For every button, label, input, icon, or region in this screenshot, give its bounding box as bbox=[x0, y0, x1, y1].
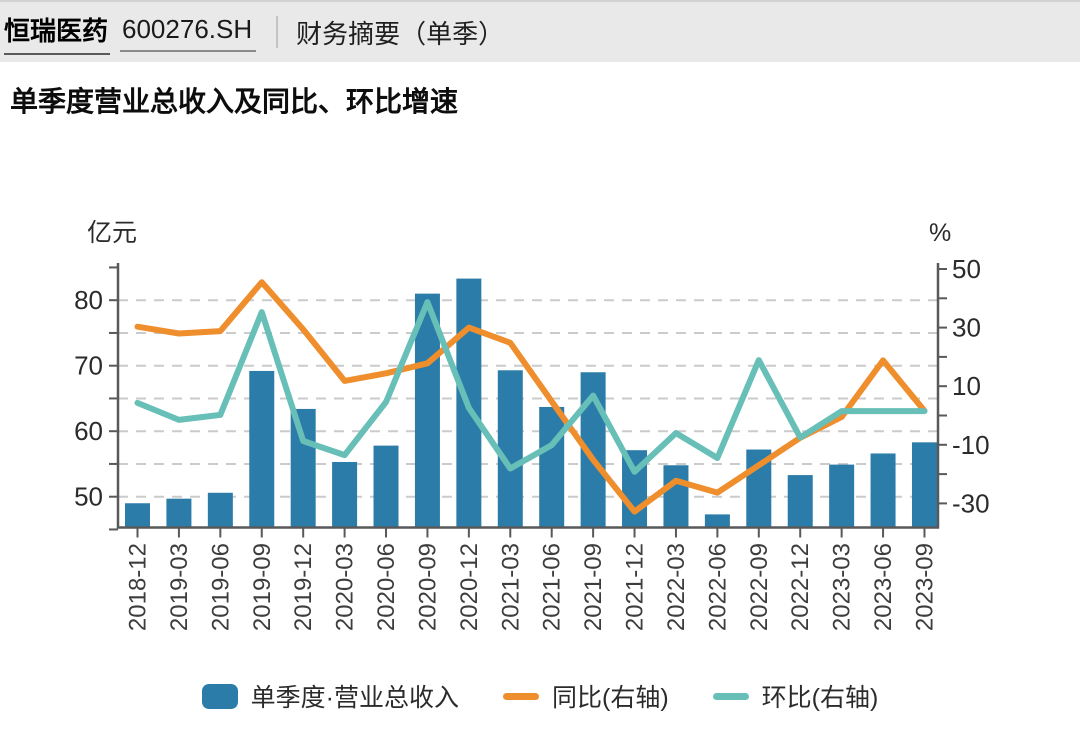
revenue-bar-2022-06[interactable] bbox=[704, 514, 730, 528]
qoq-line-swatch bbox=[712, 692, 749, 700]
legend-item-yoy[interactable]: 同比(右轴) bbox=[503, 678, 669, 714]
chart-title: 单季度营业总收入及同比、环比增速 bbox=[10, 86, 459, 117]
header-divider bbox=[276, 16, 279, 48]
svg-text:2020-06: 2020-06 bbox=[373, 543, 400, 631]
legend-label-revenue: 单季度·营业总收入 bbox=[250, 684, 459, 712]
revenue-bar-2019-03[interactable] bbox=[166, 498, 192, 528]
axes bbox=[116, 263, 940, 529]
svg-text:60: 60 bbox=[74, 416, 103, 446]
revenue-bar-2019-12[interactable] bbox=[290, 408, 316, 528]
y-gridlines bbox=[118, 299, 938, 498]
stock-name-link[interactable]: 恒瑞医药 bbox=[4, 9, 111, 55]
x-axis-labels: 2018-12 2019-03 2019-06 2019-09 2019-12 2020-… bbox=[125, 543, 939, 631]
header: 恒瑞医药 600276.SH 财务摘要（单季） bbox=[0, 0, 1080, 62]
tab-financial-summary[interactable]: 财务摘要（单季） bbox=[296, 18, 505, 49]
yoy-line[interactable] bbox=[134, 279, 928, 515]
svg-text:2022-09: 2022-09 bbox=[746, 543, 773, 631]
svg-text:50: 50 bbox=[952, 254, 981, 284]
svg-text:2023-09: 2023-09 bbox=[911, 543, 938, 631]
revenue-bar-2023-03[interactable] bbox=[829, 464, 855, 528]
svg-text:2023-03: 2023-03 bbox=[829, 543, 856, 631]
revenue-bar-2023-09[interactable] bbox=[911, 442, 937, 528]
stock-code-link[interactable]: 600276.SH bbox=[120, 12, 257, 52]
qoq-line[interactable] bbox=[134, 299, 928, 475]
svg-text:2021-12: 2021-12 bbox=[622, 543, 649, 631]
svg-text:2020-03: 2020-03 bbox=[332, 543, 359, 631]
svg-text:2022-03: 2022-03 bbox=[663, 543, 690, 631]
revenue-bar-swatch bbox=[201, 683, 238, 709]
legend-label-qoq: 环比(右轴) bbox=[761, 684, 879, 712]
right-axis-labels: 50 30 10 -10 -30 bbox=[952, 254, 990, 518]
svg-text:2020-09: 2020-09 bbox=[414, 543, 441, 631]
svg-text:-10: -10 bbox=[952, 430, 990, 460]
svg-text:2023-06: 2023-06 bbox=[870, 543, 897, 631]
svg-text:2022-06: 2022-06 bbox=[704, 543, 731, 631]
svg-text:2019-06: 2019-06 bbox=[207, 543, 234, 631]
axis-unit-labels: 亿元% bbox=[87, 219, 951, 247]
svg-text:2021-09: 2021-09 bbox=[580, 543, 607, 631]
svg-text:80: 80 bbox=[74, 285, 103, 315]
legend-item-revenue[interactable]: 单季度·营业总收入 bbox=[201, 678, 459, 714]
yoy-line-swatch bbox=[503, 692, 539, 700]
revenue-bar-2020-06[interactable] bbox=[373, 445, 399, 528]
svg-text:2018-12: 2018-12 bbox=[125, 543, 152, 631]
svg-text:2022-12: 2022-12 bbox=[787, 543, 814, 631]
revenue-bars bbox=[125, 278, 937, 528]
svg-text:2021-06: 2021-06 bbox=[539, 543, 566, 631]
revenue-bar-2022-03[interactable] bbox=[663, 465, 689, 528]
svg-text:2019-12: 2019-12 bbox=[290, 543, 317, 631]
legend-item-qoq[interactable]: 环比(右轴) bbox=[712, 678, 879, 714]
svg-text:2021-03: 2021-03 bbox=[497, 543, 524, 631]
revenue-bar-2019-09[interactable] bbox=[249, 370, 275, 528]
left-axis-labels: 50 60 70 80 bbox=[74, 285, 103, 512]
svg-text:亿元: 亿元 bbox=[87, 219, 137, 247]
revenue-bar-2021-03[interactable] bbox=[497, 370, 523, 528]
svg-text:-30: -30 bbox=[952, 488, 990, 518]
revenue-bar-2023-06[interactable] bbox=[870, 453, 896, 528]
legend: 单季度·营业总收入 同比(右轴) 环比(右轴) bbox=[0, 678, 1080, 714]
svg-text:%: % bbox=[929, 219, 951, 247]
svg-text:2019-09: 2019-09 bbox=[249, 543, 276, 631]
svg-text:2019-03: 2019-03 bbox=[166, 543, 193, 631]
svg-text:2020-12: 2020-12 bbox=[456, 543, 483, 631]
revenue-bar-2021-06[interactable] bbox=[539, 406, 565, 528]
revenue-bar-2018-12[interactable] bbox=[125, 503, 150, 528]
revenue-bar-2020-03[interactable] bbox=[332, 461, 358, 528]
svg-text:30: 30 bbox=[952, 313, 981, 343]
revenue-bar-2022-12[interactable] bbox=[787, 475, 813, 528]
svg-text:70: 70 bbox=[74, 351, 103, 381]
revenue-bar-2019-06[interactable] bbox=[207, 492, 233, 528]
revenue-bar-2020-09[interactable] bbox=[414, 293, 440, 528]
tick-marks bbox=[109, 266, 947, 538]
svg-text:10: 10 bbox=[952, 371, 981, 401]
legend-label-yoy: 同比(右轴) bbox=[552, 684, 669, 712]
svg-text:50: 50 bbox=[74, 482, 103, 512]
